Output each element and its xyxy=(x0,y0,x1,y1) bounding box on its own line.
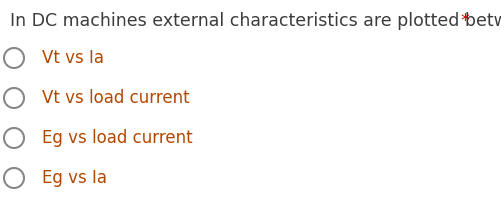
Text: Vt vs load current: Vt vs load current xyxy=(42,89,189,107)
Text: Vt vs Ia: Vt vs Ia xyxy=(42,49,104,67)
Text: Eg vs Ia: Eg vs Ia xyxy=(42,169,107,187)
Text: *: * xyxy=(460,12,469,30)
Text: In DC machines external characteristics are plotted between: In DC machines external characteristics … xyxy=(10,12,501,30)
Text: Eg vs load current: Eg vs load current xyxy=(42,129,192,147)
